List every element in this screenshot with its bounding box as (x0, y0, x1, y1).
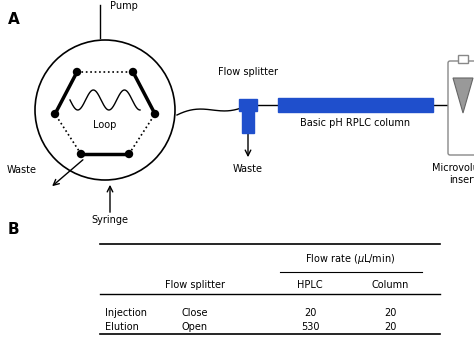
Circle shape (78, 151, 84, 157)
Text: Flow splitter: Flow splitter (165, 280, 225, 290)
Text: 20: 20 (384, 322, 396, 332)
Text: 20: 20 (304, 308, 316, 318)
FancyBboxPatch shape (448, 61, 474, 155)
Circle shape (52, 110, 58, 118)
Text: B: B (8, 222, 19, 237)
Circle shape (152, 110, 158, 118)
Bar (242, 111, 254, 133)
Bar (278, 98, 433, 112)
Text: Waste: Waste (7, 165, 37, 175)
Circle shape (126, 151, 133, 157)
Text: Basic pH RPLC column: Basic pH RPLC column (300, 118, 410, 128)
Text: Pump: Pump (110, 1, 138, 11)
Circle shape (73, 68, 81, 75)
Text: Open: Open (182, 322, 208, 332)
Text: Close: Close (182, 308, 208, 318)
Text: Syringe: Syringe (91, 215, 128, 225)
Circle shape (129, 68, 137, 75)
Text: Flow rate ($\mu$L/min): Flow rate ($\mu$L/min) (305, 252, 395, 266)
Text: Column: Column (371, 280, 409, 290)
Bar (458, 55, 468, 63)
Text: 530: 530 (301, 322, 319, 332)
Bar (239, 99, 257, 111)
Text: HPLC: HPLC (297, 280, 323, 290)
Text: Injection: Injection (105, 308, 147, 318)
Text: A: A (8, 12, 20, 27)
Text: Flow splitter: Flow splitter (218, 67, 278, 77)
Text: Microvolume
insert: Microvolume insert (432, 163, 474, 185)
Text: Waste: Waste (233, 164, 263, 174)
Text: Elution: Elution (105, 322, 139, 332)
Text: 20: 20 (384, 308, 396, 318)
Text: Loop: Loop (93, 120, 117, 130)
Polygon shape (453, 78, 473, 113)
